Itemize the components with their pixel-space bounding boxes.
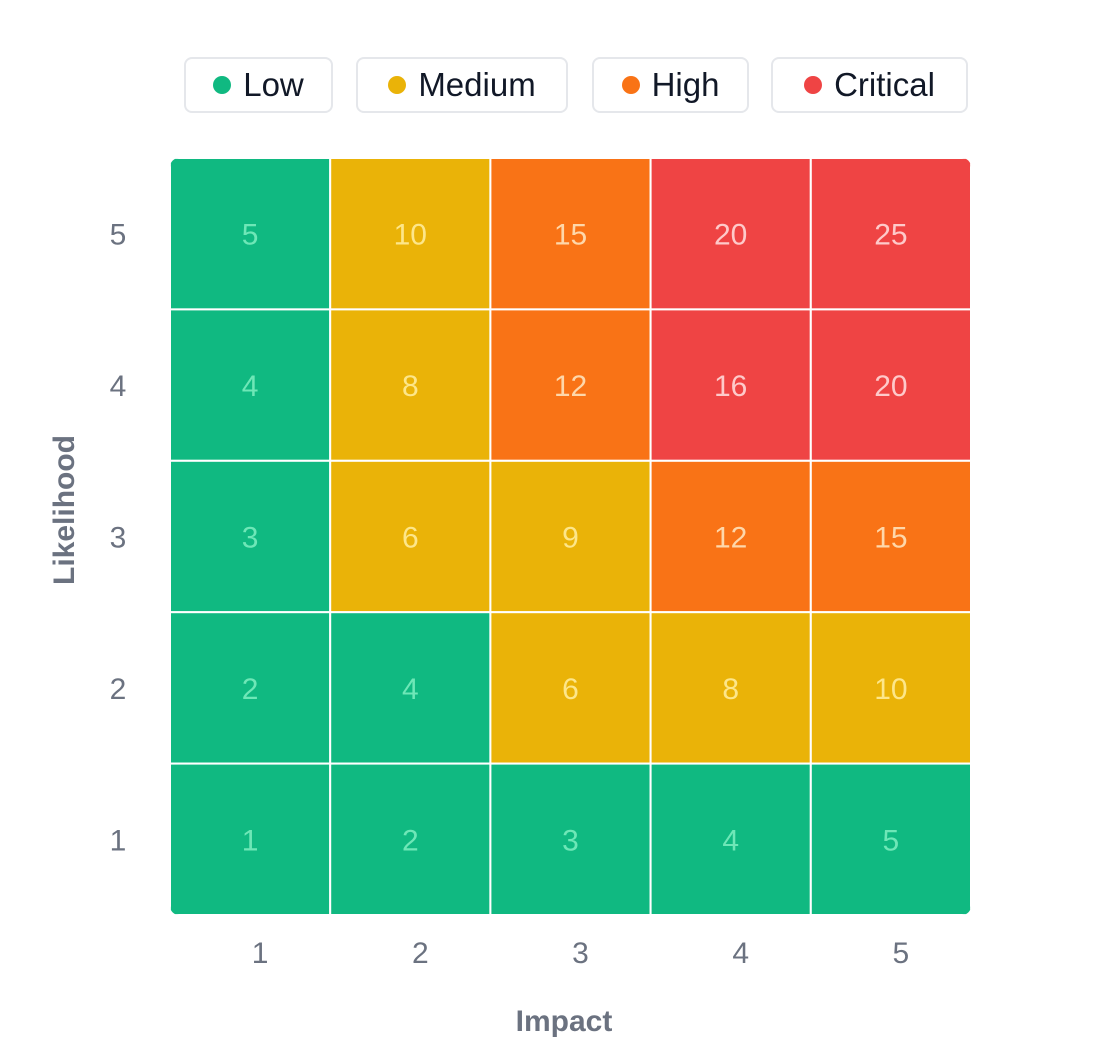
heatmap-cell-l1-i2 — [329, 762, 492, 915]
heatmap-cell-l4-i2 — [329, 308, 492, 462]
cell-value-l1-i4: 4 — [722, 824, 739, 857]
cell-value-l5-i1: 5 — [242, 219, 259, 252]
cell-value-l3-i2: 6 — [402, 522, 419, 555]
cell-value-l3-i5: 15 — [874, 522, 907, 555]
heatmap-cell-l5-i5 — [809, 158, 971, 311]
heatmap-cell-l1-i5 — [809, 762, 971, 915]
legend-item-low: Low — [184, 57, 333, 113]
cell-value-l2-i2: 4 — [402, 673, 419, 706]
cell-value-l3-i3: 9 — [562, 522, 579, 555]
cell-value-l4-i5: 20 — [874, 370, 907, 403]
cell-value-l2-i5: 10 — [874, 673, 907, 706]
legend-dot-critical — [804, 76, 823, 94]
heatmap-cell-l3-i2 — [329, 459, 492, 614]
x-axis-ticks: 1 2 3 4 5 — [252, 937, 909, 970]
cell-value-l2-i3: 6 — [562, 673, 579, 706]
heatmap-cell-l3-i3 — [489, 459, 652, 614]
cell-value-l5-i4: 20 — [714, 219, 747, 252]
x-tick-5: 5 — [893, 937, 910, 970]
legend-dot-high — [621, 76, 640, 94]
heatmap-cell-l4-i1 — [170, 308, 332, 462]
heatmap-cell-l2-i3 — [489, 611, 652, 765]
y-tick-2: 2 — [110, 673, 127, 706]
x-axis-title: Impact — [516, 1005, 613, 1038]
y-tick-4: 4 — [110, 370, 127, 403]
x-tick-3: 3 — [572, 937, 589, 970]
heatmap-cell-l3-i4 — [649, 459, 812, 614]
heatmap-cell-l1-i4 — [649, 762, 812, 915]
x-tick-1: 1 — [252, 937, 269, 970]
y-axis-title: Likelihood — [48, 435, 81, 585]
cell-value-l1-i2: 2 — [402, 824, 419, 857]
legend: Low Medium High Critical — [0, 57, 1094, 115]
cell-value-l4-i1: 4 — [242, 370, 259, 403]
cell-value-l3-i4: 12 — [714, 522, 747, 555]
cell-value-l5-i5: 25 — [874, 219, 907, 252]
cell-value-l1-i3: 3 — [562, 824, 579, 857]
legend-item-high: High — [592, 57, 749, 113]
cell-value-l4-i3: 12 — [554, 370, 587, 403]
x-tick-4: 4 — [732, 937, 749, 970]
cell-value-l2-i1: 2 — [242, 673, 259, 706]
legend-dot-medium — [388, 76, 407, 94]
legend-label-medium: Medium — [418, 66, 536, 103]
heatmap-cell-l5-i3 — [489, 158, 652, 311]
cell-value-l1-i1: 1 — [242, 824, 259, 857]
legend-item-critical: Critical — [771, 57, 968, 113]
heatmap-cell-l5-i2 — [329, 158, 492, 311]
cell-value-l1-i5: 5 — [883, 824, 900, 857]
cell-value-l2-i4: 8 — [722, 673, 739, 706]
heatmap-cell-l5-i4 — [649, 158, 812, 311]
legend-item-medium: Medium — [356, 57, 568, 113]
legend-dot-low — [213, 76, 232, 94]
y-tick-5: 5 — [110, 219, 127, 252]
cell-value-l3-i1: 3 — [242, 522, 259, 555]
cell-value-l5-i2: 10 — [394, 219, 427, 252]
y-tick-1: 1 — [110, 824, 127, 857]
legend-label-low: Low — [243, 66, 304, 103]
heatmap-cell-l3-i1 — [170, 459, 332, 614]
cell-value-l4-i2: 8 — [402, 370, 419, 403]
cell-value-l4-i4: 16 — [714, 370, 747, 403]
heatmap-cell-labels: 5 10 15 20 254 8 12 16 203 6 9 12 152 4 6 8 101 2 3 4 5 — [242, 219, 908, 858]
heatmap-cell-l2-i2 — [329, 611, 492, 765]
heatmap-cell-l3-i5 — [809, 459, 971, 614]
y-tick-3: 3 — [110, 522, 127, 555]
cell-value-l5-i3: 15 — [554, 219, 587, 252]
legend-label-high: High — [651, 66, 720, 103]
x-tick-2: 2 — [412, 937, 429, 970]
y-axis-ticks: 5 4 3 2 1 — [110, 219, 127, 858]
heatmap-cells — [170, 158, 971, 915]
legend-label-critical: Critical — [834, 66, 935, 103]
heatmap-cell-l1-i1 — [170, 762, 332, 915]
heatmap-cell-l5-i1 — [170, 158, 332, 311]
